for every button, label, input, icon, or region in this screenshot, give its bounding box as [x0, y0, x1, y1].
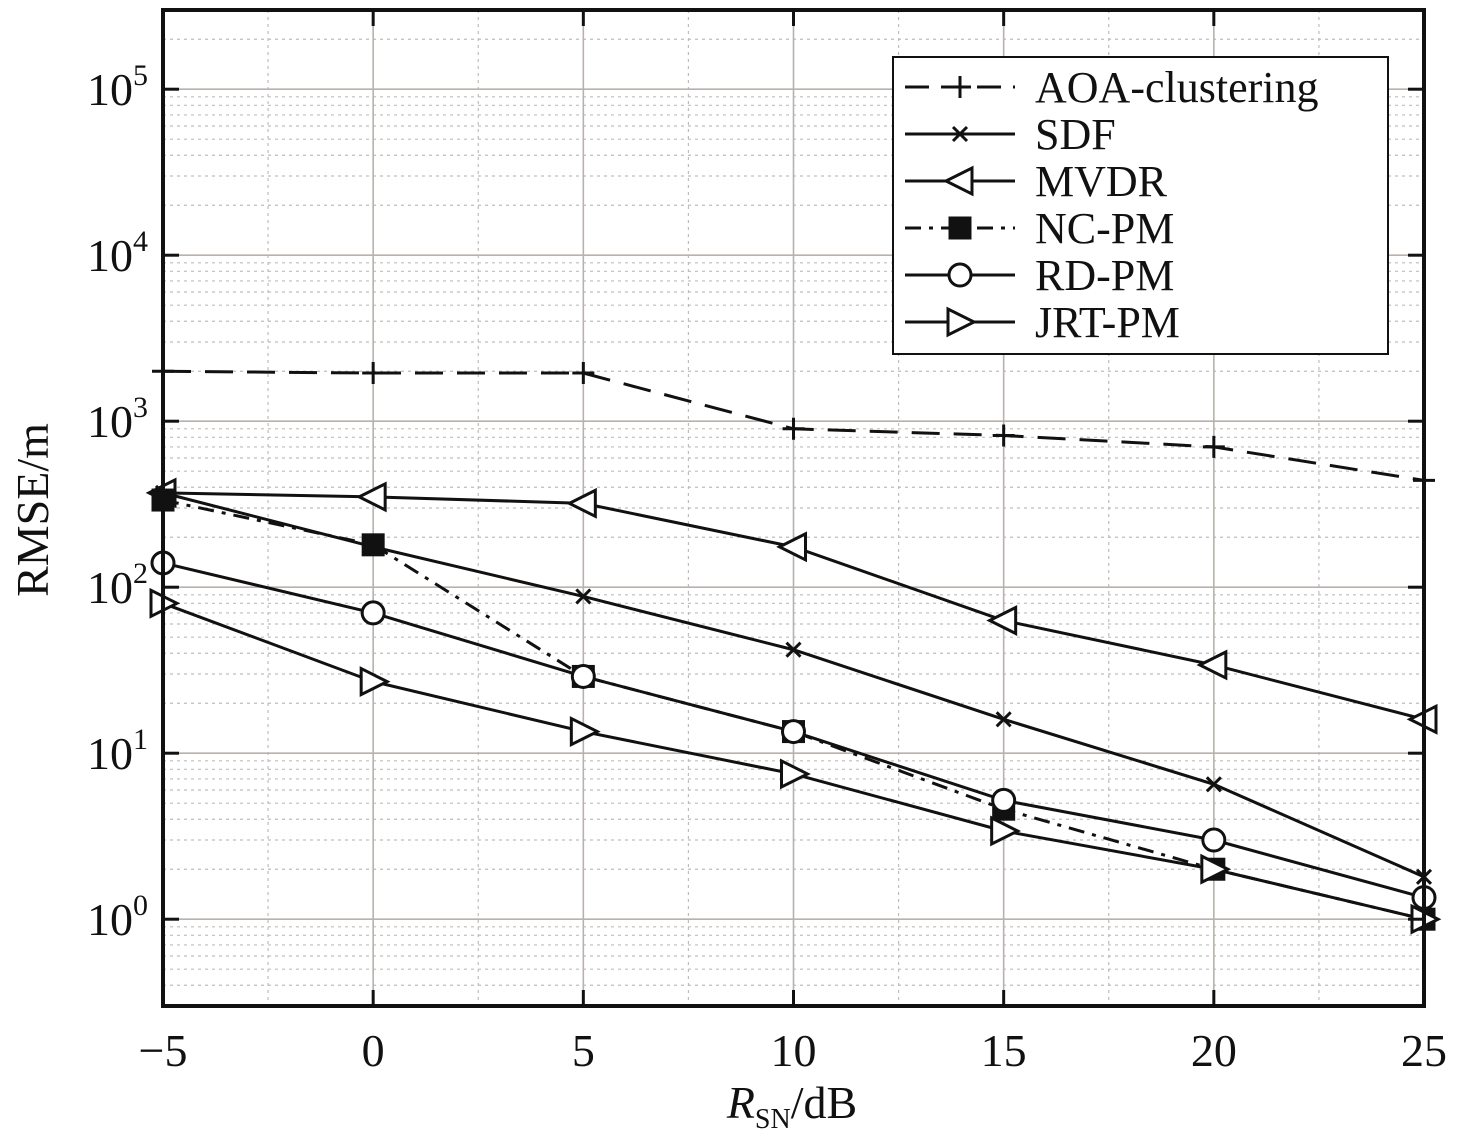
series-aoa-clustering: [152, 360, 1435, 492]
y-tick-label-base: 10: [87, 230, 133, 281]
x-tick-label: 25: [1401, 1025, 1447, 1076]
legend-marker: [948, 216, 972, 240]
data-point: [575, 588, 592, 605]
legend-label: JRT-PM: [1035, 298, 1180, 347]
x-axis-label-main: R: [726, 1077, 755, 1128]
y-tick-label: 105: [87, 59, 148, 115]
x-axis-label-rest: /dB: [791, 1077, 857, 1128]
x-tick-label: 0: [362, 1025, 385, 1076]
x-tick-label: 15: [981, 1025, 1027, 1076]
legend-box: [892, 56, 1389, 355]
y-tick-label-base: 10: [87, 562, 133, 613]
data-point: [781, 719, 806, 745]
data-point: [359, 666, 391, 698]
data-point: [785, 641, 802, 658]
y-tick-label-base: 10: [87, 894, 133, 945]
y-tick-label: 104: [87, 225, 148, 281]
data-point: [991, 787, 1017, 813]
legend-label: RD-PM: [1035, 251, 1174, 300]
y-tick-label: 103: [87, 391, 148, 447]
x-tick-labels: −5 0 5 10 15 20 25: [139, 1025, 1447, 1076]
legend-label: NC-PM: [1035, 204, 1174, 253]
x-axis-label-sub: SN: [755, 1104, 791, 1135]
legend-marker: [942, 165, 974, 197]
data-point: [990, 815, 1022, 847]
y-tick-label-exp: 5: [133, 59, 148, 92]
x-tick-label: 5: [572, 1025, 595, 1076]
legend-item: SDF: [905, 110, 1116, 159]
y-axis-label: RMSE/m: [7, 423, 58, 597]
y-tick-label-exp: 2: [133, 557, 148, 590]
data-point: [570, 663, 596, 689]
data-point: [572, 362, 595, 385]
x-tick-label: 10: [771, 1025, 817, 1076]
data-point: [355, 481, 387, 513]
y-tick-label-base: 10: [87, 64, 133, 115]
y-tick-label-exp: 0: [133, 889, 148, 922]
y-tick-label-base: 10: [87, 728, 133, 779]
data-point: [362, 362, 385, 385]
y-tick-label-exp: 4: [133, 225, 148, 258]
data-point: [1200, 853, 1232, 885]
legend-label: MVDR: [1035, 157, 1168, 206]
legend-label: SDF: [1035, 110, 1116, 159]
x-tick-label: 20: [1191, 1025, 1237, 1076]
data-point: [995, 711, 1012, 728]
legend-marker: [947, 262, 973, 288]
legend-item: NC-PM: [905, 204, 1174, 253]
data-point: [1201, 827, 1227, 853]
legend-item: RD-PM: [905, 251, 1174, 300]
data-point: [782, 417, 805, 440]
data-point: [565, 487, 597, 519]
data-point: [1196, 649, 1228, 681]
legend-item: MVDR: [905, 157, 1168, 206]
x-tick-label: −5: [139, 1025, 188, 1076]
data-point: [1202, 435, 1225, 458]
legend-label: AOA-clustering: [1035, 63, 1319, 112]
data-point: [986, 605, 1018, 636]
legend-marker: [946, 306, 978, 338]
legend-item: AOA-clustering: [905, 63, 1319, 112]
legend-marker: [949, 76, 971, 98]
legend-marker: [951, 125, 969, 143]
legend-item: JRT-PM: [905, 298, 1180, 347]
y-tick-label-exp: 1: [133, 723, 148, 756]
y-tick-label: 101: [87, 723, 148, 779]
data-point: [1205, 776, 1222, 793]
y-tick-label: 102: [87, 557, 148, 613]
y-tick-label: 100: [87, 889, 148, 945]
y-tick-label-base: 10: [87, 396, 133, 447]
data-point: [780, 758, 811, 790]
y-tick-label-exp: 3: [133, 391, 148, 424]
data-point: [569, 716, 601, 747]
data-point: [361, 533, 385, 557]
tick-layer: [161, 10, 1426, 1006]
data-point: [992, 424, 1015, 447]
data-point: [360, 600, 386, 626]
x-axis-label: RSN/dB: [726, 1077, 857, 1135]
data-point: [776, 531, 807, 563]
